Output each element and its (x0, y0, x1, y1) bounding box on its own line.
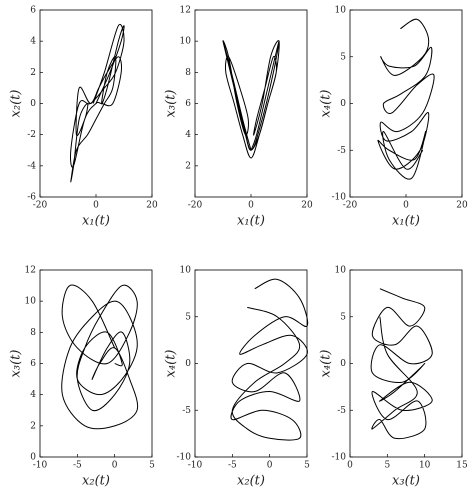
x-tick-label: 0 (248, 201, 254, 211)
y-tick-label: 4 (30, 37, 36, 47)
trajectory (70, 23, 125, 183)
x-tick-label: -5 (73, 461, 82, 471)
trajectory (61, 284, 139, 430)
y-tick-label: 6 (30, 359, 36, 369)
y-tick-label: 12 (25, 266, 36, 276)
x-tick-label: -20 (343, 201, 358, 211)
y-tick-label: 5 (340, 312, 346, 322)
y-tick-label: -2 (27, 130, 36, 140)
y-tick-label: 10 (25, 297, 37, 307)
y-tick-label: -6 (27, 193, 36, 203)
axes-frame (349, 269, 463, 458)
y-tick-label: -10 (332, 193, 347, 203)
y-tick-label: 0 (340, 359, 346, 369)
x-tick-label: 20 (301, 201, 313, 211)
trajectory (370, 288, 433, 440)
x-tick-label: -10 (33, 461, 48, 471)
x-tick-label: 5 (149, 461, 155, 471)
x-tick-label: 20 (146, 201, 158, 211)
x-tick-label: 5 (304, 461, 310, 471)
y-tick-label: 5 (185, 312, 191, 322)
y-tick-label: 2 (185, 161, 191, 171)
x-tick-label: -20 (188, 201, 203, 211)
x-axis-label: x₂(t) (82, 474, 110, 489)
trajectory (230, 278, 309, 441)
y-axis-label: x₂(t) (9, 90, 24, 118)
trajectory (222, 40, 280, 159)
y-tick-label: 2 (30, 421, 36, 431)
y-tick-label: 10 (180, 266, 192, 276)
x-tick-label: 0 (403, 201, 409, 211)
y-tick-label: 10 (335, 6, 347, 16)
y-axis-label: x₃(t) (164, 90, 179, 118)
y-tick-label: 12 (180, 6, 191, 16)
y-tick-label: 6 (185, 99, 191, 109)
y-tick-label: 0 (185, 359, 191, 369)
axes-frame (194, 9, 308, 198)
y-tick-label: 5 (340, 52, 346, 62)
x-axis-label: x₁(t) (237, 214, 265, 229)
x-tick-label: -20 (33, 201, 48, 211)
x-axis-label: x₁(t) (392, 214, 420, 229)
x-tick-label: 20 (456, 201, 468, 211)
x-axis-label: x₂(t) (237, 474, 265, 489)
y-tick-label: 2 (30, 68, 36, 78)
x-tick-label: 5 (384, 461, 390, 471)
y-tick-label: 6 (30, 6, 36, 16)
y-axis-label: x₄(t) (164, 350, 179, 378)
x-axis-label: x₃(t) (392, 474, 420, 489)
y-tick-label: 0 (30, 453, 36, 463)
y-axis-label: x₃(t) (9, 350, 24, 378)
x-tick-label: 0 (93, 201, 99, 211)
x-tick-label: -10 (188, 461, 203, 471)
y-tick-label: 8 (185, 68, 191, 78)
y-tick-label: 0 (340, 99, 346, 109)
y-tick-label: 0 (30, 99, 36, 109)
trajectory (377, 18, 435, 180)
y-tick-label: -5 (337, 406, 346, 416)
y-tick-label: 4 (30, 390, 36, 400)
x-tick-label: -5 (228, 461, 237, 471)
y-tick-label: 4 (185, 130, 191, 140)
y-tick-label: 10 (335, 266, 347, 276)
y-axis-label: x₄(t) (319, 90, 334, 118)
x-tick-label: 10 (419, 461, 431, 471)
y-tick-label: -5 (337, 146, 346, 156)
x-tick-label: 0 (112, 461, 118, 471)
y-tick-label: -10 (177, 453, 192, 463)
y-tick-label: 8 (30, 328, 36, 338)
y-axis-label: x₄(t) (319, 350, 334, 378)
x-tick-label: 0 (347, 461, 353, 471)
y-tick-label: -4 (27, 161, 36, 171)
y-tick-label: 10 (180, 37, 192, 47)
x-tick-label: 0 (267, 461, 273, 471)
y-tick-label: -5 (182, 406, 191, 416)
x-axis-label: x₁(t) (82, 214, 110, 229)
y-tick-label: -10 (332, 453, 347, 463)
x-tick-label: 15 (456, 461, 468, 471)
